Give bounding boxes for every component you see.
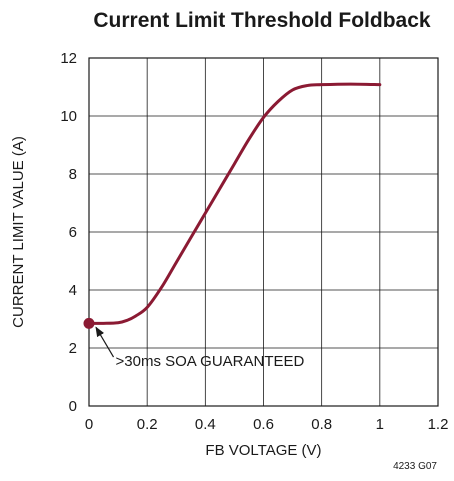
x-tick-label: 0.8: [311, 416, 332, 433]
x-tick-label: 0.6: [253, 416, 274, 433]
y-tick-label: 10: [60, 108, 77, 125]
x-tick-label: 0.2: [137, 416, 158, 433]
y-axis-label: CURRENT LIMIT VALUE (A): [10, 136, 27, 328]
x-tick-label: 1.2: [428, 416, 449, 433]
y-tick-label: 4: [69, 282, 77, 299]
annotation: >30ms SOA GUARANTEED: [95, 326, 305, 370]
y-tick-labels: 0 2 4 6 8 10 12: [60, 50, 77, 415]
annotation-arrow: [95, 326, 115, 358]
annotation-text: >30ms SOA GUARANTEED: [116, 353, 305, 370]
x-axis-label: FB VOLTAGE (V): [205, 442, 321, 459]
y-tick-label: 12: [60, 50, 77, 67]
y-tick-label: 0: [69, 398, 77, 415]
x-tick-label: 0.4: [195, 416, 216, 433]
x-tick-label: 0: [85, 416, 93, 433]
plot-frame: [88, 57, 439, 407]
y-tick-label: 2: [69, 340, 77, 357]
x-tick-labels: 0 0.2 0.4 0.6 0.8 1 1.2: [85, 416, 449, 433]
y-tick-label: 8: [69, 166, 77, 183]
x-tick-label: 1: [376, 416, 384, 433]
chart-title: Current Limit Threshold Foldback: [93, 9, 431, 32]
y-tick-label: 6: [69, 224, 77, 241]
figure-id: 4233 G07: [393, 461, 437, 472]
start-point-marker: [83, 317, 95, 329]
series-line: [87, 82, 382, 325]
